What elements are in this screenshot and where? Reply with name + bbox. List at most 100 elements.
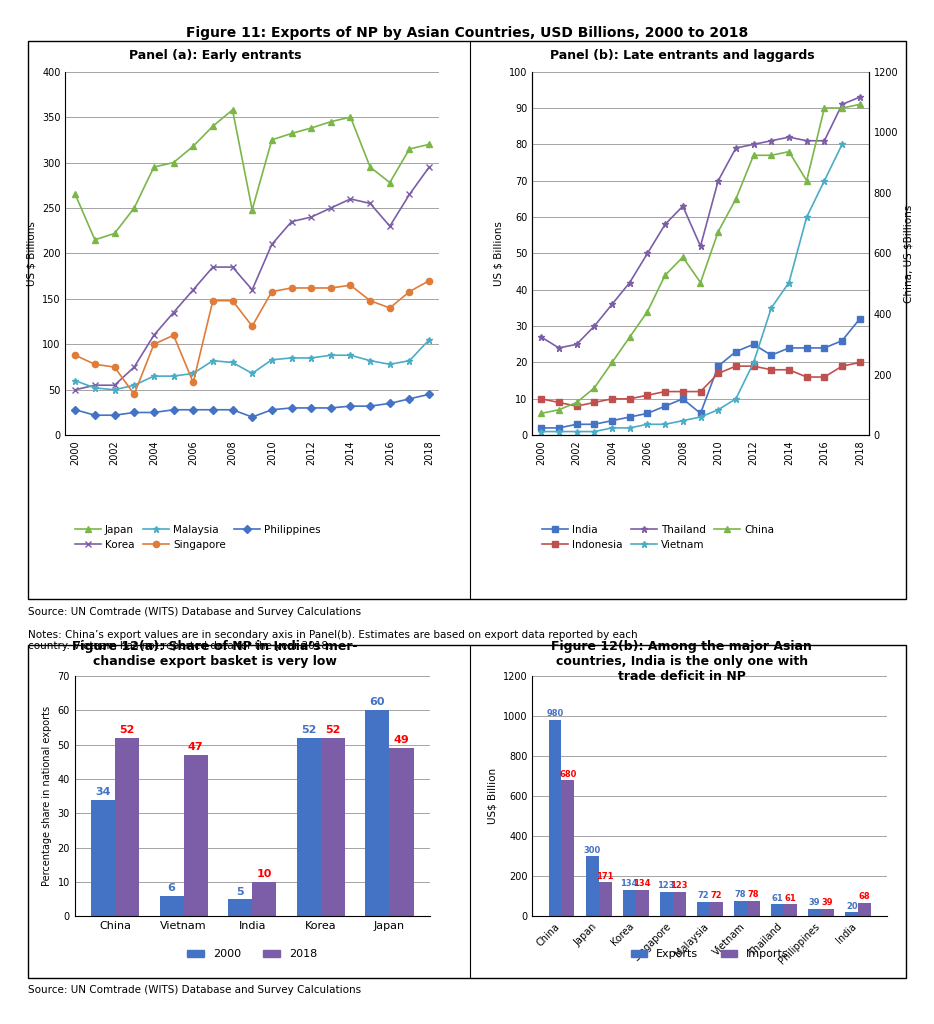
Japan xyxy=(423,138,434,151)
India xyxy=(535,422,546,434)
Vietnam xyxy=(766,302,777,314)
Thailand xyxy=(819,134,830,146)
Philippines xyxy=(345,400,356,413)
Text: Figure 11: Exports of NP by Asian Countries, USD Billions, 2000 to 2018: Figure 11: Exports of NP by Asian Countr… xyxy=(186,26,748,40)
Singapore xyxy=(227,295,238,307)
India xyxy=(642,408,653,420)
Bar xyxy=(710,902,723,916)
Text: 123: 123 xyxy=(671,882,688,890)
Indonesia xyxy=(535,393,546,406)
Japan xyxy=(70,188,81,201)
Text: 34: 34 xyxy=(95,786,110,797)
Text: 134: 134 xyxy=(633,879,651,888)
Japan xyxy=(168,157,179,169)
Philippines xyxy=(247,411,258,423)
Line: China: China xyxy=(538,101,863,417)
Bar xyxy=(365,711,389,916)
Text: Notes: China’s export values are in secondary axis in Panel(b). Estimates are ba: Notes: China’s export values are in seco… xyxy=(28,630,638,651)
Indonesia xyxy=(766,364,777,376)
Korea xyxy=(129,360,140,373)
Line: Vietnam: Vietnam xyxy=(538,141,845,435)
Philippines xyxy=(423,388,434,400)
Text: 171: 171 xyxy=(596,871,614,881)
Korea xyxy=(90,379,101,391)
Line: India: India xyxy=(538,315,863,431)
China xyxy=(677,251,688,263)
Philippines xyxy=(129,407,140,419)
Malaysia xyxy=(129,379,140,391)
India xyxy=(659,400,671,413)
Text: 52: 52 xyxy=(325,725,341,735)
Indonesia xyxy=(624,393,635,406)
Legend: India, Indonesia, Thailand, Vietnam, China: India, Indonesia, Thailand, Vietnam, Chi… xyxy=(538,520,779,554)
China xyxy=(535,408,546,420)
Singapore xyxy=(188,377,199,389)
Text: 20: 20 xyxy=(846,902,857,911)
Philippines xyxy=(109,409,120,421)
Line: Singapore: Singapore xyxy=(72,278,432,397)
Japan xyxy=(384,176,395,188)
Line: Korea: Korea xyxy=(72,164,432,393)
Malaysia xyxy=(207,354,219,367)
Malaysia xyxy=(305,352,317,365)
Y-axis label: China, US $Billions: China, US $Billions xyxy=(904,205,913,302)
Text: 61: 61 xyxy=(771,894,784,902)
Thailand xyxy=(677,200,688,212)
Text: Source: UN Comtrade (WITS) Database and Survey Calculations: Source: UN Comtrade (WITS) Database and … xyxy=(28,985,361,995)
Bar xyxy=(623,890,636,916)
Japan xyxy=(286,127,297,139)
Bar xyxy=(845,912,858,916)
Text: 52: 52 xyxy=(301,725,317,735)
Singapore xyxy=(247,319,258,332)
Vietnam xyxy=(837,138,848,151)
Malaysia xyxy=(423,334,434,346)
Malaysia xyxy=(109,384,120,396)
Line: Philippines: Philippines xyxy=(72,391,432,420)
Bar xyxy=(228,899,252,916)
Text: 123: 123 xyxy=(658,882,675,890)
Y-axis label: US $ Billions: US $ Billions xyxy=(493,221,503,286)
Malaysia xyxy=(90,382,101,394)
Philippines xyxy=(70,403,81,416)
Singapore xyxy=(403,286,415,298)
Malaysia xyxy=(247,368,258,380)
Bar xyxy=(160,896,183,916)
Malaysia xyxy=(384,358,395,371)
Bar xyxy=(389,748,414,916)
Korea xyxy=(403,188,415,201)
Malaysia xyxy=(168,370,179,382)
Text: 6: 6 xyxy=(167,883,176,893)
Thailand xyxy=(642,248,653,260)
China xyxy=(819,102,830,115)
Bar xyxy=(697,902,710,916)
Singapore xyxy=(364,295,375,307)
Thailand xyxy=(784,131,795,143)
Thailand xyxy=(766,134,777,146)
Japan xyxy=(247,204,258,216)
Text: 60: 60 xyxy=(370,697,385,708)
Indonesia xyxy=(713,368,724,380)
Philippines xyxy=(149,407,160,419)
China xyxy=(588,382,600,394)
Vietnam xyxy=(624,422,635,434)
Text: 300: 300 xyxy=(584,846,601,855)
Singapore xyxy=(109,360,120,373)
Korea xyxy=(188,284,199,296)
Bar xyxy=(672,892,686,916)
Singapore xyxy=(129,388,140,400)
Text: 78: 78 xyxy=(747,890,759,899)
Indonesia xyxy=(695,385,706,397)
Bar xyxy=(808,908,821,916)
Indonesia xyxy=(606,393,617,406)
India xyxy=(784,342,795,354)
Thailand xyxy=(659,218,671,230)
Text: 49: 49 xyxy=(393,735,409,745)
Korea xyxy=(70,384,81,396)
Text: 61: 61 xyxy=(785,894,797,902)
Thailand xyxy=(801,134,813,146)
Singapore xyxy=(384,302,395,314)
Vietnam xyxy=(642,418,653,430)
India xyxy=(855,312,866,325)
Japan xyxy=(364,161,375,173)
Line: Indonesia: Indonesia xyxy=(538,359,863,410)
